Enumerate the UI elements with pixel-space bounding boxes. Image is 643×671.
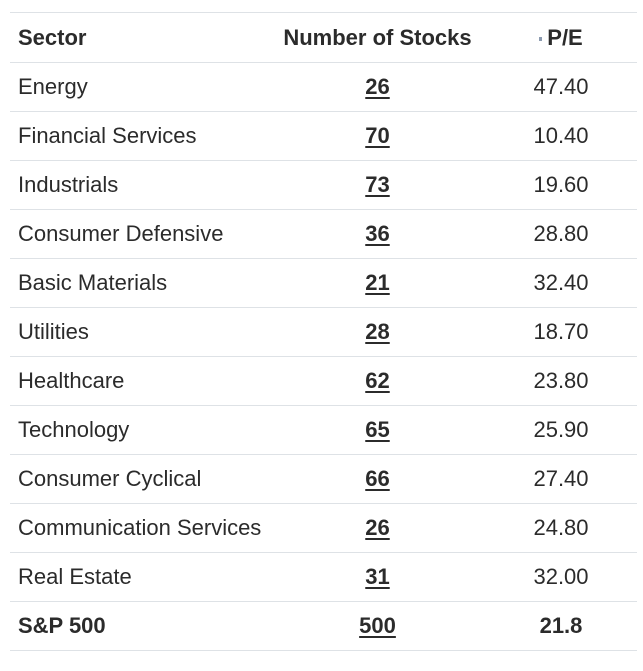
stocks-count-link[interactable]: 26 [365, 515, 390, 540]
sort-indicator-dot [539, 36, 543, 41]
stocks-count-link[interactable]: 65 [365, 417, 390, 442]
stocks-cell: 31 [270, 553, 485, 602]
column-header-sector[interactable]: Sector [18, 24, 87, 50]
sector-pe-table-grid: Sector Number of Stocks P/E Energy 26 47… [10, 12, 637, 651]
sector-cell: Real Estate [18, 564, 132, 589]
stocks-cell: 62 [270, 357, 485, 406]
total-stocks-cell: 500 [270, 602, 485, 651]
table-row: Energy 26 47.40 [10, 62, 637, 112]
table-row: Industrials 73 19.60 [10, 160, 637, 210]
pe-cell: 28.80 [533, 221, 589, 246]
stocks-count-link[interactable]: 21 [365, 270, 390, 295]
table-row: Technology 65 25.90 [10, 405, 637, 455]
stocks-cell: 21 [270, 259, 485, 308]
table-row: Consumer Defensive 36 28.80 [10, 209, 637, 259]
sector-cell: Technology [18, 417, 130, 442]
stocks-count-link[interactable]: 26 [365, 74, 390, 99]
pe-cell: 10.40 [533, 123, 589, 148]
column-header-pe-label: P/E [547, 24, 583, 50]
sector-cell: Communication Services [18, 515, 262, 540]
sector-cell: Consumer Defensive [18, 221, 224, 246]
sector-cell: Industrials [18, 172, 119, 197]
table-row: Consumer Cyclical 66 27.40 [10, 454, 637, 504]
pe-cell: 27.40 [533, 466, 589, 491]
total-pe-cell: 21.8 [539, 613, 583, 638]
header-row: Sector Number of Stocks P/E [10, 13, 637, 63]
pe-cell: 23.80 [533, 368, 589, 393]
table-row: Utilities 28 18.70 [10, 307, 637, 357]
pe-cell: 47.40 [533, 74, 589, 99]
pe-cell: 24.80 [533, 515, 589, 540]
sector-pe-table: Sector Number of Stocks P/E Energy 26 47… [10, 12, 637, 651]
total-row: S&P 500 500 21.8 [10, 601, 637, 651]
stocks-cell: 26 [270, 63, 485, 112]
table-row: Healthcare 62 23.80 [10, 356, 637, 406]
stocks-cell: 26 [270, 504, 485, 553]
sector-cell: Basic Materials [18, 270, 168, 295]
column-header-pe[interactable]: P/E [485, 13, 637, 63]
pe-cell: 32.00 [533, 564, 589, 589]
stocks-count-link[interactable]: 31 [365, 564, 390, 589]
pe-cell: 18.70 [533, 319, 589, 344]
table-row: Basic Materials 21 32.40 [10, 258, 637, 308]
sector-cell: Consumer Cyclical [18, 466, 202, 491]
sector-cell: Utilities [18, 319, 89, 344]
column-header-number-of-stocks[interactable]: Number of Stocks [283, 24, 472, 50]
total-sector-cell: S&P 500 [18, 613, 106, 638]
stocks-cell: 65 [270, 406, 485, 455]
stocks-count-link[interactable]: 62 [365, 368, 390, 393]
sector-cell: Financial Services [18, 123, 197, 148]
stocks-count-link[interactable]: 66 [365, 466, 390, 491]
stocks-cell: 66 [270, 455, 485, 504]
pe-cell: 19.60 [533, 172, 589, 197]
sector-cell: Energy [18, 74, 88, 99]
stocks-cell: 36 [270, 210, 485, 259]
stocks-count-link[interactable]: 36 [365, 221, 390, 246]
stocks-cell: 70 [270, 112, 485, 161]
pe-cell: 32.40 [533, 270, 589, 295]
sector-cell: Healthcare [18, 368, 125, 393]
stocks-cell: 28 [270, 308, 485, 357]
table-row: Financial Services 70 10.40 [10, 111, 637, 161]
table-row: Communication Services 26 24.80 [10, 503, 637, 553]
stocks-cell: 73 [270, 161, 485, 210]
stocks-count-link[interactable]: 28 [365, 319, 390, 344]
pe-cell: 25.90 [533, 417, 589, 442]
stocks-count-link[interactable]: 500 [359, 613, 396, 638]
table-row: Real Estate 31 32.00 [10, 552, 637, 602]
stocks-count-link[interactable]: 73 [365, 172, 390, 197]
stocks-count-link[interactable]: 70 [365, 123, 390, 148]
